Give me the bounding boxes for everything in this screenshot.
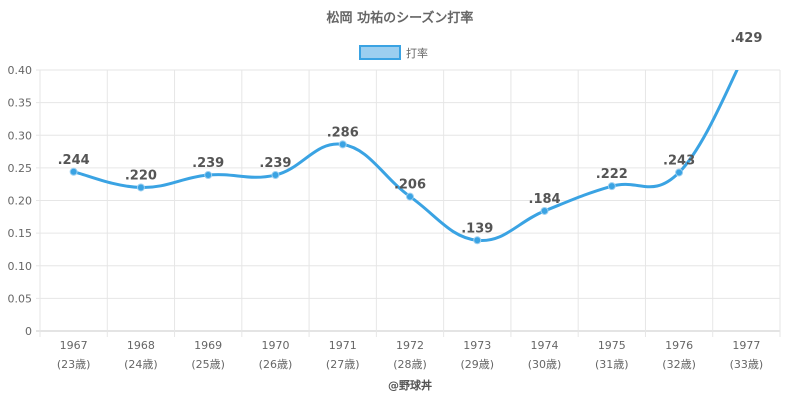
y-tick-label: 0.15 [8, 227, 33, 240]
data-point[interactable] [69, 167, 78, 176]
data-label: .206 [394, 178, 426, 193]
x-tick-label: 1975 [598, 339, 626, 352]
x-tick-label: 1974 [531, 339, 559, 352]
y-tick-label: 0.25 [8, 162, 33, 175]
data-label: .244 [58, 153, 90, 168]
legend-label: 打率 [406, 46, 428, 60]
data-label: .243 [663, 153, 695, 168]
x-tick-sublabel: (24歳) [124, 358, 158, 371]
data-label: .239 [259, 156, 291, 171]
data-point[interactable] [473, 236, 482, 245]
data-label: .239 [192, 156, 224, 171]
data-labels: .244 .220 .239 .239 .286 .206 .139 .184 .222 .243… [58, 31, 763, 236]
legend[interactable]: 打率 [359, 45, 428, 60]
x-tick-label: 1969 [194, 339, 222, 352]
y-tick-label: 0 [25, 325, 32, 338]
data-label: .286 [327, 125, 359, 140]
x-tick-label: 1967 [60, 339, 88, 352]
y-tick-label: 0.35 [8, 97, 33, 110]
credit-label: @野球丼 [388, 378, 432, 392]
data-point[interactable] [607, 182, 616, 191]
x-tick-sublabel: (23歳) [57, 358, 91, 371]
x-tick-label: 1972 [396, 339, 424, 352]
x-tick-sublabel: (27歳) [326, 358, 360, 371]
series-batting-average [69, 70, 739, 245]
x-tick-sublabel: (28歳) [393, 358, 427, 371]
x-tick-label: 1973 [463, 339, 491, 352]
y-axis: 0 0.05 0.10 0.15 0.20 0.25 0.30 0.35 0.40 [8, 64, 33, 338]
x-tick-label: 1976 [665, 339, 693, 352]
x-tick-label: 1968 [127, 339, 155, 352]
y-tick-label: 0.05 [8, 292, 33, 305]
x-tick-label: 1977 [732, 339, 760, 352]
data-point[interactable] [540, 206, 549, 215]
x-tick-sublabel: (31歳) [595, 358, 629, 371]
x-tick-sublabel: (29歳) [460, 358, 494, 371]
data-point[interactable] [338, 140, 347, 149]
data-label: .220 [125, 168, 157, 183]
data-label: .222 [596, 167, 628, 182]
data-point[interactable] [406, 192, 414, 201]
x-tick-label: 1971 [329, 339, 357, 352]
x-tick-sublabel: (32歳) [662, 358, 696, 371]
grid [36, 69, 781, 337]
data-label: .429 [730, 31, 762, 46]
x-tick-sublabel: (26歳) [259, 358, 293, 371]
x-axis: 1967 (23歳) 1968 (24歳) 1969 (25歳) 1970 (26歳) 1971… [57, 339, 763, 371]
y-tick-label: 0.20 [8, 195, 33, 208]
series-line [73, 70, 739, 242]
legend-swatch [359, 45, 401, 60]
data-label: .139 [461, 221, 493, 236]
y-tick-label: 0.10 [8, 260, 33, 273]
y-tick-label: 0.40 [8, 64, 33, 77]
data-point[interactable] [271, 171, 280, 180]
chart-title: 松岡 功祐のシーズン打率 [327, 10, 474, 26]
x-tick-sublabel: (33歳) [730, 358, 764, 371]
data-point[interactable] [204, 171, 213, 180]
data-point[interactable] [136, 183, 145, 192]
x-tick-label: 1970 [261, 339, 289, 352]
data-label: .184 [529, 192, 561, 207]
x-tick-sublabel: (30歳) [528, 358, 562, 371]
data-point[interactable] [675, 168, 684, 177]
y-tick-label: 0.30 [8, 129, 33, 142]
x-tick-sublabel: (25歳) [191, 358, 225, 371]
